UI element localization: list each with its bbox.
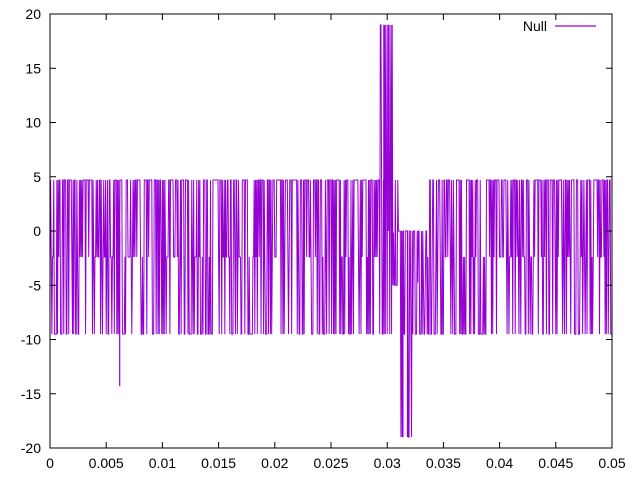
x-tick-label: 0.03	[374, 455, 401, 471]
y-tick-label: 15	[25, 60, 41, 76]
series-layer	[49, 24, 612, 438]
x-tick-label: 0.005	[89, 455, 124, 471]
y-tick-label: -20	[21, 440, 41, 456]
y-tick-label: 5	[33, 169, 41, 185]
y-tick-label: -10	[21, 332, 41, 348]
y-tick-label: -15	[21, 386, 41, 402]
legend-label: Null	[523, 18, 547, 34]
x-tick-label: 0.025	[313, 455, 348, 471]
x-tick-label: 0.015	[201, 455, 236, 471]
x-tick-label: 0	[46, 455, 54, 471]
y-tick-label: -5	[29, 277, 42, 293]
x-tick-label: 0.04	[486, 455, 513, 471]
x-tick-label: 0.05	[598, 455, 625, 471]
legend: Null	[523, 18, 596, 34]
x-tick-label: 0.02	[261, 455, 288, 471]
axes-layer: 0 0.005 0.01 0.015 0.02 0.025 0.03 0.035 0.04 0.0…	[21, 6, 626, 471]
y-tick-label: 0	[33, 223, 41, 239]
x-tick-label: 0.01	[149, 455, 176, 471]
x-tick-label: 0.045	[538, 455, 573, 471]
y-tick-label: 10	[25, 115, 41, 131]
series-line	[49, 24, 612, 438]
y-tick-label: 20	[25, 6, 41, 22]
x-tick-label: 0.035	[426, 455, 461, 471]
